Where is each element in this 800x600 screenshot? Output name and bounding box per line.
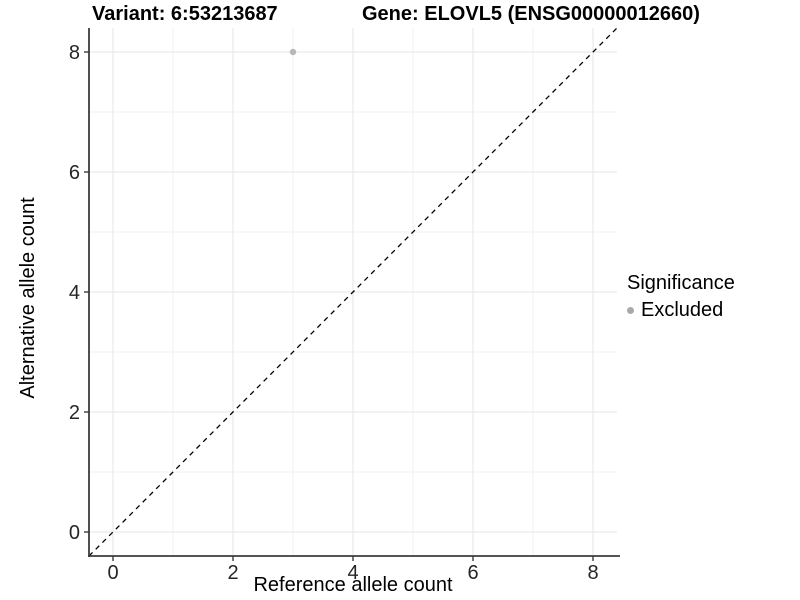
x-tick-label: 2 [227, 562, 238, 584]
y-tick-label: 2 [69, 402, 80, 424]
plot-title-gene: Gene: ELOVL5 (ENSG00000012660) [362, 3, 700, 25]
data-point [289, 48, 297, 56]
y-tick-label: 6 [69, 162, 80, 184]
x-tick-label: 4 [347, 562, 358, 584]
y-tick-label: 8 [69, 42, 80, 64]
x-tick-label: 0 [107, 562, 118, 584]
plot-title-variant: Variant: 6:53213687 [92, 3, 278, 25]
legend: Significance Excluded [627, 271, 735, 322]
y-axis-title: Alternative allele count [17, 197, 39, 399]
x-axis-title: Reference allele count [253, 574, 452, 596]
legend-item-label: Excluded [641, 299, 724, 321]
y-tick-label: 0 [69, 522, 80, 544]
y-tick-label: 4 [69, 282, 80, 304]
x-tick-label: 6 [467, 562, 478, 584]
legend-point-icon [627, 306, 634, 314]
legend-title: Significance [627, 272, 735, 294]
x-tick-label: 8 [587, 562, 598, 584]
legend-item-excluded: Excluded [627, 298, 735, 322]
identity-line [88, 27, 618, 557]
